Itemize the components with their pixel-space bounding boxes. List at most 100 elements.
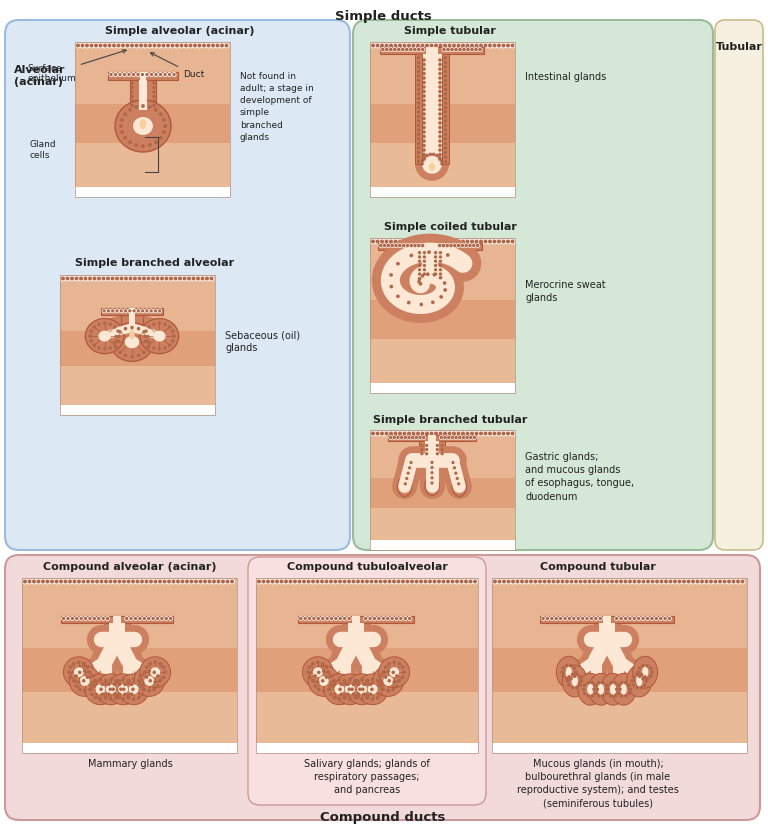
Circle shape (369, 683, 372, 686)
Circle shape (502, 43, 505, 47)
Circle shape (192, 277, 195, 280)
Circle shape (423, 122, 425, 124)
Circle shape (410, 579, 414, 584)
Circle shape (366, 680, 368, 681)
Ellipse shape (133, 117, 153, 135)
Circle shape (406, 580, 409, 582)
Circle shape (137, 310, 139, 312)
Circle shape (319, 579, 324, 584)
Circle shape (393, 47, 396, 52)
Circle shape (423, 72, 425, 75)
Circle shape (84, 617, 87, 620)
Circle shape (107, 310, 110, 313)
Circle shape (460, 580, 463, 582)
Circle shape (78, 681, 80, 683)
Circle shape (104, 579, 108, 584)
Circle shape (371, 240, 376, 244)
Circle shape (80, 277, 82, 280)
Bar (425, 243, 435, 250)
Circle shape (389, 48, 392, 51)
Circle shape (131, 105, 133, 106)
Circle shape (469, 580, 472, 582)
Circle shape (624, 580, 627, 582)
Circle shape (80, 676, 90, 686)
Circle shape (326, 666, 327, 668)
Circle shape (478, 240, 483, 244)
Circle shape (420, 240, 425, 244)
Circle shape (394, 240, 397, 243)
Circle shape (328, 688, 329, 691)
Circle shape (89, 617, 91, 620)
Circle shape (390, 617, 394, 621)
Bar (492, 578, 747, 648)
Circle shape (107, 277, 109, 280)
Circle shape (442, 244, 445, 247)
Circle shape (143, 331, 145, 333)
Circle shape (127, 680, 129, 681)
Circle shape (642, 580, 645, 582)
Circle shape (94, 680, 97, 681)
Circle shape (131, 72, 135, 77)
Circle shape (66, 617, 70, 621)
Circle shape (610, 579, 614, 584)
Circle shape (647, 580, 649, 582)
Circle shape (465, 580, 467, 582)
Circle shape (318, 688, 320, 691)
Circle shape (382, 671, 385, 673)
Circle shape (646, 665, 648, 666)
Circle shape (111, 310, 114, 312)
Circle shape (407, 436, 411, 439)
Circle shape (46, 580, 49, 582)
Circle shape (167, 579, 171, 584)
Circle shape (91, 580, 94, 582)
Circle shape (169, 326, 170, 328)
Circle shape (128, 310, 131, 313)
Circle shape (472, 244, 475, 247)
Circle shape (441, 453, 443, 454)
Text: Not found in
adult; a stage in
development of
simple
branched
glands: Not found in adult; a stage in developme… (240, 72, 314, 141)
Circle shape (722, 579, 727, 584)
Circle shape (102, 310, 106, 313)
Circle shape (433, 580, 435, 582)
Circle shape (145, 310, 148, 313)
Circle shape (79, 617, 83, 621)
Circle shape (614, 579, 619, 584)
Circle shape (134, 666, 164, 696)
Circle shape (339, 617, 341, 620)
Ellipse shape (642, 666, 648, 678)
Circle shape (384, 580, 386, 582)
Circle shape (396, 675, 398, 677)
Circle shape (402, 245, 405, 246)
Circle shape (418, 280, 420, 283)
Circle shape (131, 44, 134, 47)
Bar (256, 578, 478, 648)
Circle shape (605, 692, 607, 695)
Circle shape (180, 579, 184, 584)
Circle shape (439, 140, 441, 142)
Circle shape (398, 431, 402, 436)
Circle shape (257, 579, 261, 584)
Circle shape (147, 335, 149, 338)
Circle shape (153, 688, 155, 691)
Circle shape (455, 579, 459, 584)
Circle shape (110, 678, 112, 681)
Circle shape (140, 656, 170, 687)
Circle shape (284, 579, 288, 584)
Circle shape (620, 617, 622, 620)
Circle shape (417, 106, 419, 109)
Circle shape (438, 244, 442, 247)
Circle shape (629, 580, 631, 582)
Circle shape (365, 579, 369, 584)
Circle shape (220, 44, 223, 47)
Circle shape (587, 695, 589, 697)
Ellipse shape (571, 676, 578, 686)
Circle shape (444, 437, 446, 438)
Circle shape (210, 276, 214, 280)
Ellipse shape (556, 656, 581, 688)
Circle shape (379, 580, 382, 582)
Circle shape (90, 340, 92, 342)
Circle shape (424, 580, 427, 582)
Circle shape (421, 432, 424, 435)
Circle shape (326, 671, 329, 673)
Circle shape (338, 698, 340, 701)
